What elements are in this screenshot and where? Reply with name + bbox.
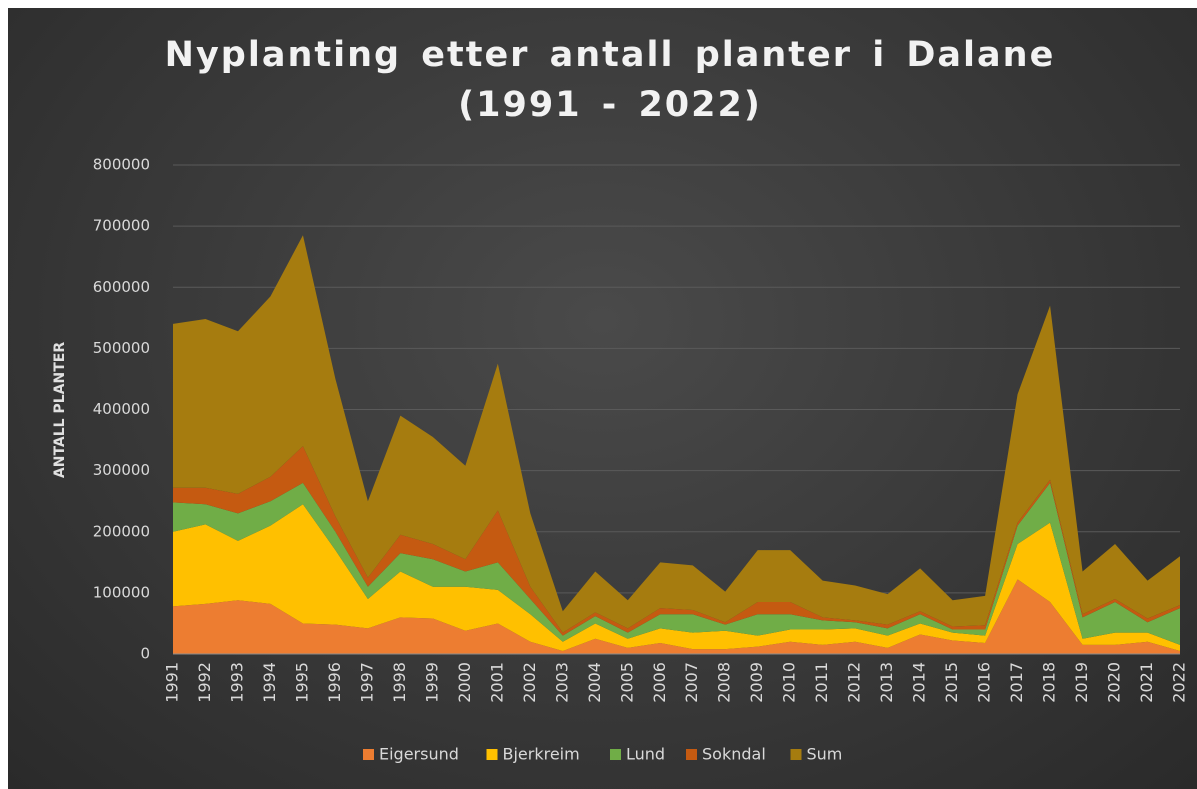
- legend-swatch: [486, 749, 498, 760]
- x-tick-label: 2004: [585, 662, 604, 703]
- y-tick-label: 800000: [93, 156, 150, 174]
- y-tick-label: 400000: [93, 400, 150, 418]
- x-tick-label: 2011: [812, 662, 831, 703]
- area: [173, 235, 1180, 633]
- x-tick-label: 1997: [357, 662, 376, 703]
- x-tick-label: 1991: [163, 662, 182, 703]
- legend-swatch: [790, 749, 802, 760]
- legend-label: Sum: [807, 745, 843, 764]
- legend-label: Lund: [626, 745, 665, 764]
- x-tick-label: 2019: [1072, 662, 1091, 703]
- y-tick-label: 600000: [93, 278, 150, 296]
- legend-label: Eigersund: [379, 745, 459, 764]
- y-axis-label: ANTALL PLANTER: [52, 342, 68, 478]
- x-tick-label: 2015: [942, 662, 961, 703]
- y-tick-label: 300000: [93, 461, 150, 479]
- x-tick-label: 2010: [780, 662, 799, 703]
- y-tick-label: 0: [140, 645, 150, 663]
- x-tick-label: 2008: [715, 662, 734, 703]
- x-tick-label: 1992: [195, 662, 214, 703]
- x-tick-label: 1994: [260, 662, 279, 703]
- x-tick-label: 1993: [227, 662, 246, 703]
- area: [173, 504, 1180, 651]
- y-tick-label: 100000: [93, 583, 150, 601]
- x-tick-label: 1999: [422, 662, 441, 703]
- x-tick-label: 2022: [1170, 662, 1189, 703]
- x-tick-label: 2021: [1137, 662, 1156, 703]
- x-tick-label: 2003: [552, 662, 571, 703]
- x-tick-label: 1995: [292, 662, 311, 703]
- x-tick-label: 1998: [390, 662, 409, 703]
- x-tick-label: 2013: [877, 662, 896, 703]
- legend-label: Sokndal: [702, 745, 766, 764]
- x-tick-label: 2000: [455, 662, 474, 703]
- x-tick-label: 2020: [1105, 662, 1124, 703]
- legend-swatch: [610, 749, 621, 760]
- x-tick-label: 1996: [325, 662, 344, 703]
- x-tick-label: 2009: [747, 662, 766, 703]
- legend-swatch: [363, 749, 374, 760]
- y-tick-label: 500000: [93, 339, 150, 357]
- x-tick-label: 2016: [975, 662, 994, 703]
- area: [173, 579, 1180, 654]
- y-tick-label: 200000: [93, 522, 150, 540]
- x-tick-label: 2017: [1007, 662, 1026, 703]
- x-tick-label: 2005: [617, 662, 636, 703]
- chart-title: Nyplanting etter antall planter i Dalane…: [164, 35, 1056, 125]
- x-tick-label: 2002: [520, 662, 539, 703]
- x-tick-label: 2014: [910, 662, 929, 703]
- x-tick-label: 2018: [1040, 662, 1059, 703]
- legend-swatch: [686, 749, 697, 760]
- legend-label: Bjerkreim: [503, 745, 580, 764]
- x-tick-label: 2007: [682, 662, 701, 703]
- x-tick-label: 2012: [845, 662, 864, 703]
- x-tick-label: 2006: [650, 662, 669, 703]
- y-tick-label: 700000: [93, 217, 150, 235]
- x-tick-label: 2001: [487, 662, 506, 703]
